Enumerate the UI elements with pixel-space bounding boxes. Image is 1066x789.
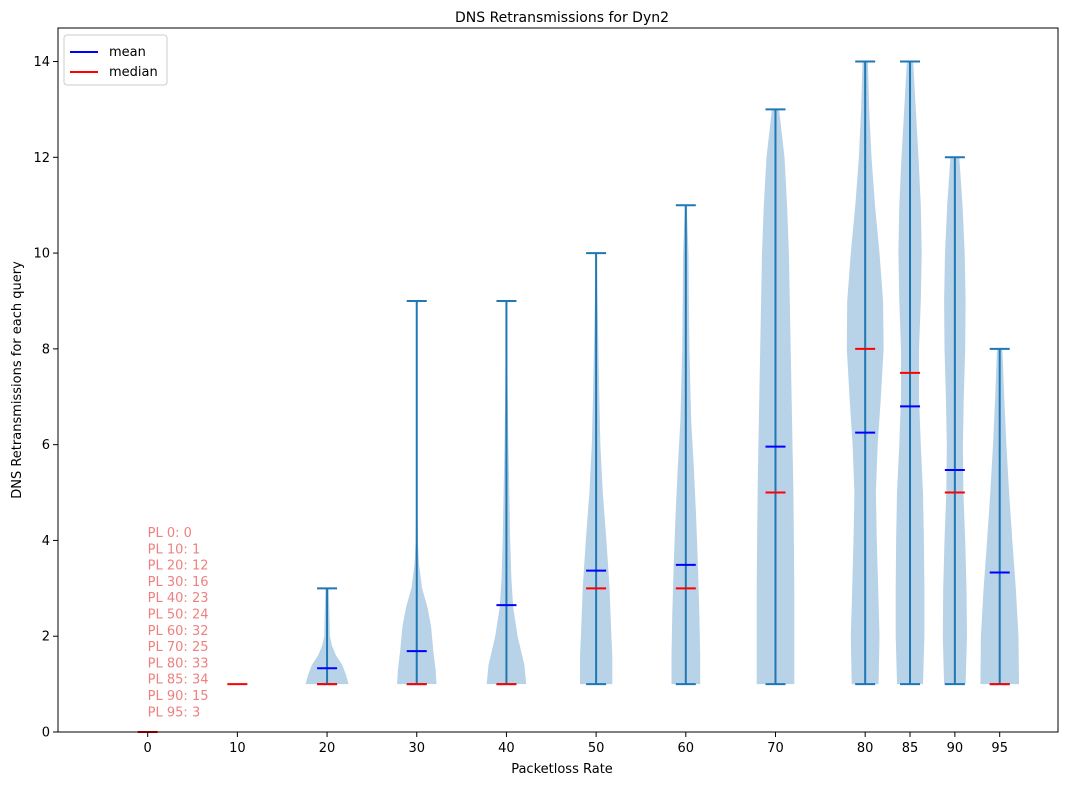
x-axis-label: Packetloss Rate [511, 762, 613, 777]
annotation-text: PL 20: 12 [148, 559, 209, 574]
chart-title: DNS Retransmissions for Dyn2 [455, 10, 669, 26]
annotation-text: PL 80: 33 [148, 656, 209, 671]
annotation-text: PL 50: 24 [148, 608, 209, 623]
y-tick-label: 8 [42, 342, 50, 357]
x-tick-label: 60 [678, 741, 695, 756]
annotation-text: PL 30: 16 [148, 575, 209, 590]
annotation-text: PL 85: 34 [148, 673, 209, 688]
x-tick-label: 95 [991, 741, 1008, 756]
annotation-text: PL 0: 0 [148, 526, 192, 541]
x-tick-label: 30 [408, 741, 425, 756]
y-tick-label: 6 [42, 438, 50, 453]
y-tick-label: 2 [42, 630, 50, 645]
y-tick-label: 0 [42, 726, 50, 741]
annotation-text: PL 70: 25 [148, 640, 209, 655]
legend-mean-label: mean [109, 45, 146, 60]
y-tick-label: 10 [33, 247, 50, 262]
x-axis: 0 10 20 30 40 50 60 70 80 85 90 95 [144, 732, 1008, 756]
annotation-text: PL 90: 15 [148, 689, 209, 704]
x-tick-label: 10 [229, 741, 246, 756]
legend: mean median [63, 34, 168, 86]
x-tick-label: 90 [947, 741, 964, 756]
annotation-text: PL 10: 1 [148, 542, 201, 557]
y-tick-label: 4 [42, 534, 50, 549]
x-tick-label: 0 [144, 741, 152, 756]
y-axis-label: DNS Retransmissions for each query [10, 261, 25, 499]
legend-median-label: median [109, 65, 158, 80]
y-tick-label: 12 [33, 151, 50, 166]
annotation-text: PL 60: 32 [148, 624, 209, 639]
x-tick-label: 70 [767, 741, 784, 756]
x-tick-label: 50 [588, 741, 605, 756]
x-tick-label: 85 [902, 741, 919, 756]
x-tick-label: 40 [498, 741, 515, 756]
annotation-text: PL 95: 3 [148, 705, 201, 720]
y-axis: 0 2 4 6 8 10 12 14 [33, 55, 58, 741]
y-tick-label: 14 [33, 55, 50, 70]
annotation-text: PL 40: 23 [148, 591, 209, 606]
x-tick-label: 20 [319, 741, 336, 756]
x-tick-label: 80 [857, 741, 874, 756]
plot-frame [57, 27, 1059, 733]
violins-layer [137, 60, 1019, 733]
